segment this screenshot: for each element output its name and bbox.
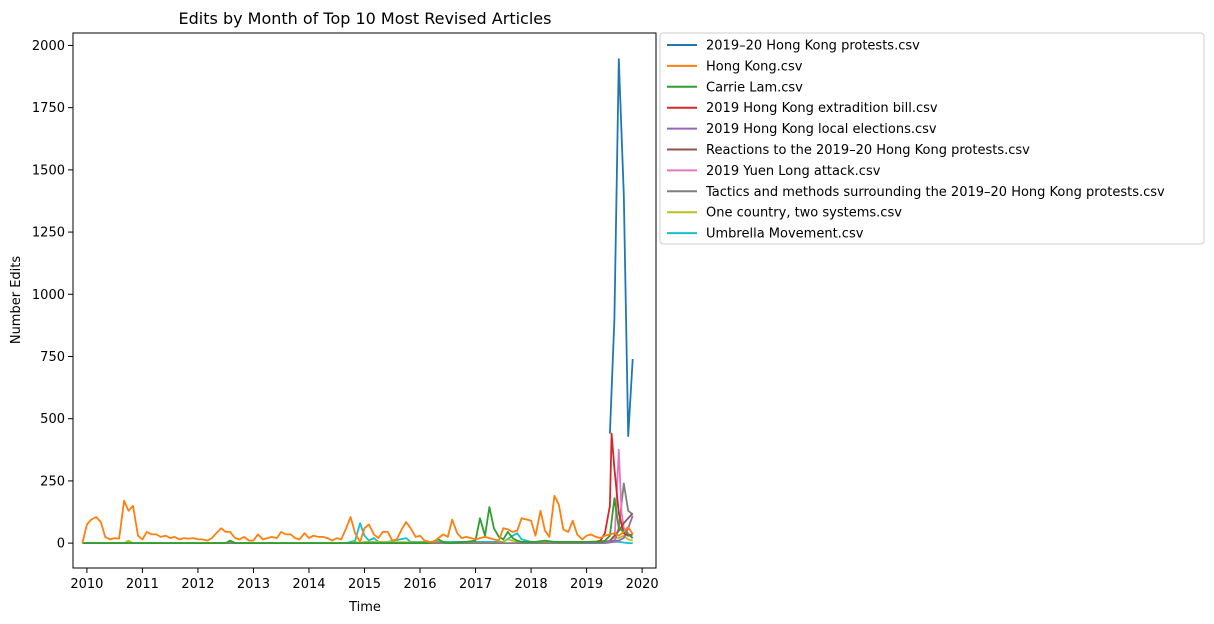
legend-label: 2019–20 Hong Kong protests.csv xyxy=(706,39,920,54)
legend-entry: Tactics and methods surrounding the 2019… xyxy=(667,185,1165,200)
plot-frame xyxy=(72,32,657,569)
y-tick-label: 1250 xyxy=(32,226,65,241)
legend-entry: Reactions to the 2019–20 Hong Kong prote… xyxy=(667,143,1030,158)
legend-entry: 2019–20 Hong Kong protests.csv xyxy=(667,39,920,54)
x-tick-label: 2012 xyxy=(181,577,214,592)
legend-label: One country, two systems.csv xyxy=(706,206,902,221)
legend-entry: 2019 Yuen Long attack.csv xyxy=(667,164,881,179)
y-tick-label: 1750 xyxy=(32,101,65,116)
x-tick-label: 2011 xyxy=(126,577,159,592)
legend-entry: Umbrella Movement.csv xyxy=(667,227,864,242)
series-line xyxy=(609,512,634,542)
x-tick-label: 2018 xyxy=(515,577,548,592)
legend-entry: 2019 Hong Kong local elections.csv xyxy=(667,122,937,137)
legend-entry: 2019 Hong Kong extradition bill.csv xyxy=(667,101,938,116)
x-tick-label: 2017 xyxy=(459,577,492,592)
series-line xyxy=(609,58,634,437)
x-tick-label: 2013 xyxy=(237,577,270,592)
legend-label: 2019 Hong Kong extradition bill.csv xyxy=(706,101,938,116)
plot-area: 2010 2011 2012 2013 2014 2015 2016 2017 2018 2019… xyxy=(32,32,659,592)
y-tick-label: 2000 xyxy=(32,39,65,54)
legend-label: Carrie Lam.csv xyxy=(706,80,803,95)
legend-label: Hong Kong.csv xyxy=(706,59,803,74)
y-tick-label: 1000 xyxy=(32,288,65,303)
legend-label: 2019 Yuen Long attack.csv xyxy=(706,164,881,179)
x-axis-ticks: 2010 2011 2012 2013 2014 2015 2016 2017 2018 2019… xyxy=(70,568,659,592)
y-axis-ticks: 0 250 500 750 1000 1250 1500 1750 2000 xyxy=(32,39,73,552)
legend-entry: Hong Kong.csv xyxy=(667,59,803,74)
legend-entry: Carrie Lam.csv xyxy=(667,80,803,95)
series-lines xyxy=(81,58,634,544)
y-axis-label: Number Edits xyxy=(9,256,24,345)
y-tick-label: 0 xyxy=(57,537,65,552)
series-line xyxy=(82,497,634,544)
chart-title: Edits by Month of Top 10 Most Revised Ar… xyxy=(179,9,552,28)
legend-label: 2019 Hong Kong local elections.csv xyxy=(706,122,937,137)
legend-items: 2019–20 Hong Kong protests.csv Hong Kong.… xyxy=(667,39,1165,242)
x-tick-label: 2016 xyxy=(403,577,436,592)
x-tick-label: 2010 xyxy=(70,577,103,592)
series-line xyxy=(81,494,634,544)
x-tick-label: 2020 xyxy=(626,577,659,592)
legend: 2019–20 Hong Kong protests.csv Hong Kong.… xyxy=(659,32,1205,245)
y-tick-label: 250 xyxy=(40,474,65,489)
y-tick-label: 1500 xyxy=(32,163,65,178)
legend-label: Umbrella Movement.csv xyxy=(706,227,864,242)
legend-label: Reactions to the 2019–20 Hong Kong prote… xyxy=(706,143,1030,158)
legend-label: Tactics and methods surrounding the 2019… xyxy=(705,185,1165,200)
legend-entry: One country, two systems.csv xyxy=(667,206,902,221)
y-tick-label: 500 xyxy=(40,412,65,427)
y-tick-label: 750 xyxy=(40,350,65,365)
x-axis-label: Time xyxy=(348,600,381,615)
x-tick-label: 2019 xyxy=(570,577,603,592)
x-tick-label: 2014 xyxy=(292,577,325,592)
legend-frame xyxy=(659,32,1205,245)
x-tick-label: 2015 xyxy=(348,577,381,592)
